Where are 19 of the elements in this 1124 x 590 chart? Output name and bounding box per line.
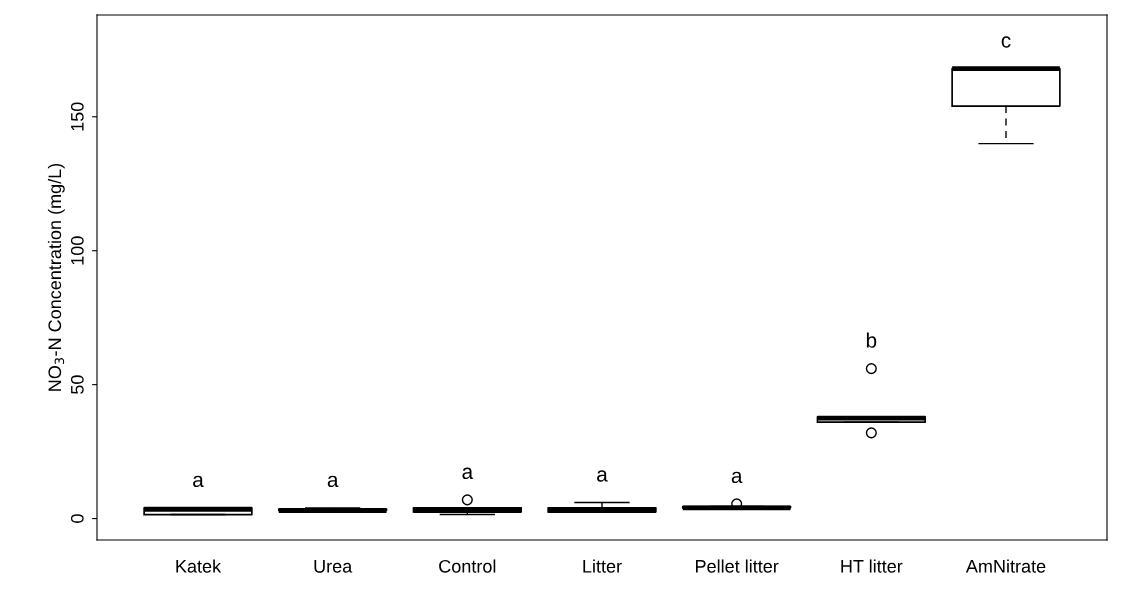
annotation: c	[1001, 36, 1011, 48]
y-axis-title: NO$_{3}$-N Concentration (mg/L)	[47, 163, 65, 391]
x-tick-label: Katek	[176, 559, 222, 573]
y-tick-label: 50	[70, 375, 84, 394]
annotation: a	[597, 470, 608, 482]
y-tick-label: 0	[70, 514, 84, 523]
annotation: a	[731, 471, 743, 484]
y-tick-label: 100	[70, 236, 84, 265]
annotation: a	[193, 475, 204, 488]
annotation: b	[866, 332, 877, 348]
annotation: a	[462, 467, 474, 480]
y-tick-label: 150	[70, 102, 84, 131]
x-tick-label: Pellet litter	[696, 559, 779, 573]
x-tick-label: AmNitrate	[965, 559, 1046, 573]
x-tick-label: Control	[439, 559, 496, 573]
x-tick-label: Litter	[583, 559, 622, 573]
x-tick-label: Urea	[314, 560, 353, 573]
annotation: a	[327, 475, 339, 488]
x-tick-label: HT litter	[841, 559, 903, 573]
